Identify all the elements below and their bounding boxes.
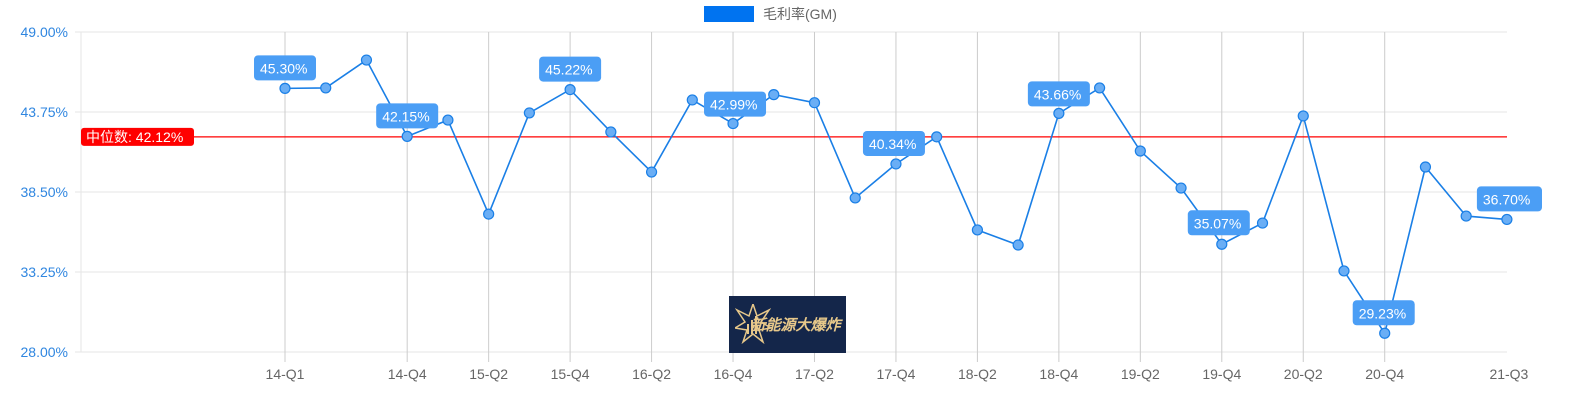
data-point[interactable] [849,192,861,204]
y-axis: 49.00% 43.75% 38.50% 33.25% 28.00% [21,24,68,360]
burst-icon [735,304,771,344]
data-label [1187,210,1250,236]
x-tick-label: 15-Q2 [469,366,508,382]
data-point[interactable] [1256,217,1269,229]
data-label [376,103,439,129]
data-labels: 45.30% 42.15% 45.22% 42.99% 40.34% 43.66% 35.0… [254,55,1542,326]
data-label [1027,81,1090,107]
data-point[interactable] [564,83,576,96]
data-point[interactable] [605,126,617,138]
data-label [254,55,316,81]
median-line: 中位数: 42.12% [81,127,1507,146]
data-label-text: 40.34% [869,136,916,152]
watermark-text: 新能源大爆炸 [750,316,841,334]
median-label-text: 中位数: 42.12% [86,129,183,145]
data-point[interactable] [971,224,984,236]
data-point[interactable] [808,97,821,109]
x-tick-label: 18-Q4 [1039,366,1078,382]
x-tick-label: 17-Q2 [795,366,834,382]
data-point[interactable] [645,166,658,178]
y-tick-label: 33.25% [21,264,68,280]
data-point[interactable] [442,114,454,126]
x-tick-label: 20-Q2 [1284,366,1323,382]
data-label [862,130,925,156]
x-tick-label: 19-Q4 [1202,366,1241,382]
data-point[interactable] [279,82,291,94]
data-point[interactable] [1093,82,1106,94]
data-point[interactable] [523,107,535,119]
x-tick-label: 16-Q4 [714,366,753,382]
data-point[interactable] [686,94,698,106]
data-point[interactable] [1134,145,1146,157]
watermark-logo: 新能源大爆炸 [729,296,846,353]
data-point[interactable] [727,117,739,130]
data-label-text: 42.15% [382,108,429,124]
data-point[interactable] [1338,265,1350,277]
median-label [81,127,194,146]
data-label [539,56,602,82]
x-tick-label: 14-Q4 [388,366,427,382]
legend-swatch [704,6,754,22]
x-tick-label: 14-Q1 [266,366,305,382]
y-tick-label: 43.75% [21,104,68,120]
data-label-text: 43.66% [1034,86,1081,102]
data-label-text: 42.99% [710,97,757,113]
data-label [1352,300,1415,326]
data-point[interactable] [1419,161,1432,173]
data-label-text: 45.30% [260,60,307,76]
x-tick-label: 15-Q4 [551,366,590,382]
series-gm [279,54,1513,339]
data-label-text: 45.22% [545,62,592,78]
data-point[interactable] [1501,213,1513,226]
data-point[interactable] [1053,107,1065,119]
x-tick-label: 16-Q2 [632,366,671,382]
data-point[interactable] [768,89,780,101]
data-point[interactable] [483,208,495,220]
legend-label: 毛利率(GM) [763,6,837,22]
y-tick-label: 38.50% [21,184,68,200]
data-point[interactable] [320,82,332,94]
data-point[interactable] [1012,239,1024,251]
data-label [1476,186,1542,212]
data-point[interactable] [360,54,373,66]
x-tick-label: 18-Q2 [958,366,997,382]
data-label-text: 36.70% [1483,191,1530,207]
data-point[interactable] [1175,182,1187,194]
y-tick-label: 28.00% [21,344,68,360]
data-point[interactable] [1216,238,1228,250]
y-tick-label: 49.00% [21,24,68,40]
x-tick-label: 17-Q4 [876,366,915,382]
data-point[interactable] [401,130,413,142]
x-tick-label: 19-Q2 [1121,366,1160,382]
x-axis: 14-Q1 14-Q4 15-Q2 15-Q4 16-Q2 16-Q4 17-Q2 17-Q4… [266,366,1529,382]
chart-legend[interactable]: 毛利率(GM) [704,4,837,24]
data-point[interactable] [890,158,902,170]
data-point[interactable] [1460,210,1472,222]
x-tick-label: 21-Q3 [1489,366,1528,382]
data-label-text: 29.23% [1359,305,1406,321]
data-point[interactable] [1297,110,1309,122]
data-label-text: 35.07% [1194,215,1241,231]
data-point[interactable] [931,131,943,143]
x-tick-label: 20-Q4 [1365,366,1404,382]
data-label [704,91,767,117]
data-point[interactable] [1379,327,1391,339]
